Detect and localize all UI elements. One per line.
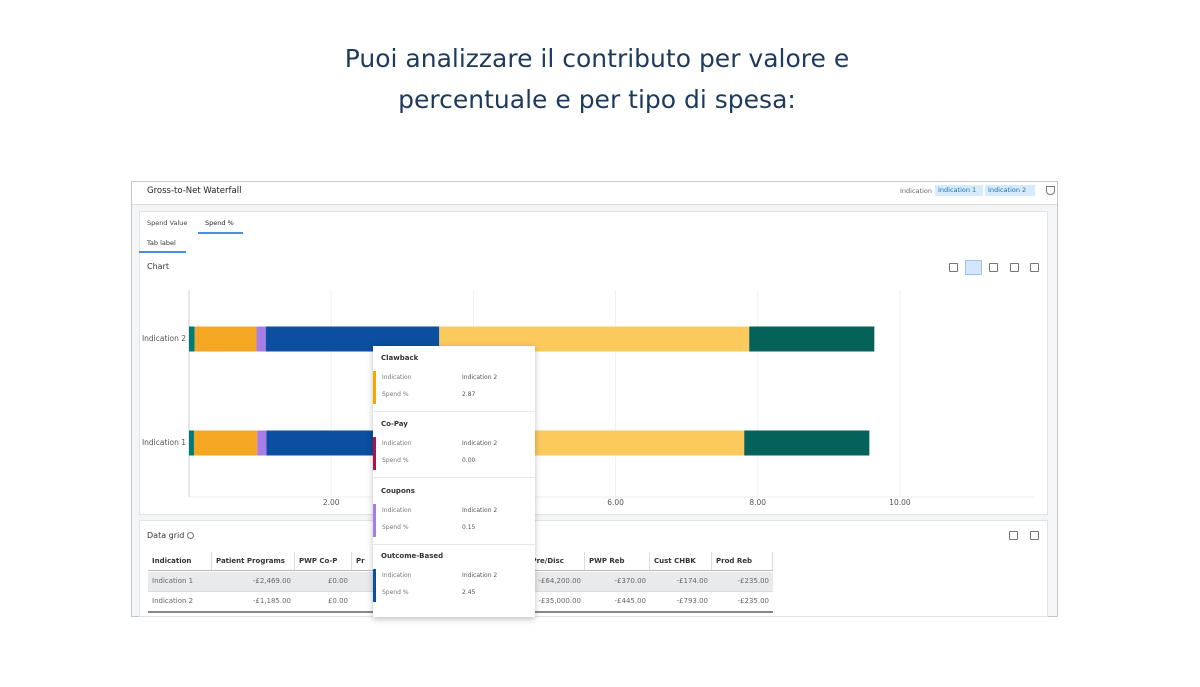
tooltip-key: Indication: [382, 440, 412, 447]
toolbar-icon[interactable]: [989, 263, 998, 272]
y-tick-label: Indication 1: [142, 438, 186, 447]
column-header: d Pre/Disc: [520, 552, 585, 570]
tooltip-value: 0.15: [462, 524, 476, 531]
x-tick-label: 2.00: [323, 498, 340, 507]
toolbar-icon[interactable]: [1030, 263, 1039, 272]
bar-segment: [189, 430, 194, 456]
tooltip-key: Indication: [382, 374, 412, 381]
table-cell: -£370.00: [614, 577, 646, 585]
table-cell: -£64,200.00: [538, 577, 581, 585]
tab[interactable]: Spend %: [205, 219, 234, 227]
column-header: Cust CHBK: [650, 552, 712, 570]
tooltip: Clawback Indication Indication 2 Spend % 2.8…: [373, 346, 535, 617]
tooltip-color-bar: [373, 371, 376, 404]
tooltip-separator: [373, 411, 535, 412]
x-tick-label: 8.00: [749, 498, 766, 507]
tooltip-value: Indication 2: [462, 572, 498, 579]
toolbar-icon-active[interactable]: [965, 260, 982, 275]
tooltip-separator: [373, 477, 535, 478]
column-header: PWP Reb: [585, 552, 650, 570]
table-cell: £0.00: [327, 577, 348, 585]
grid-icon[interactable]: [1030, 531, 1039, 540]
tooltip-color-bar: [373, 504, 376, 537]
tab-underline: [198, 232, 243, 234]
bar-segment: [256, 326, 266, 352]
heading-line: Puoi analizzare il contributo per valore…: [344, 44, 850, 73]
bar-segment: [194, 326, 257, 352]
table-cell: -£1,185.00: [252, 597, 291, 605]
table-cell: -£35,000.00: [538, 597, 581, 605]
bar-segment: [193, 430, 258, 456]
tooltip-color-bar: [373, 437, 376, 470]
table-cell: £0.00: [327, 597, 348, 605]
column-header: PWP Co-P: [295, 552, 352, 570]
tooltip-key: Spend %: [382, 589, 409, 596]
x-tick-label: 6.00: [607, 498, 624, 507]
bar-segment: [257, 430, 267, 456]
table-cell: -£235.00: [737, 597, 769, 605]
tooltip-key: Indication: [382, 507, 412, 514]
tooltip-value: 0.00: [462, 457, 476, 464]
bar-segment: [744, 430, 870, 456]
filter-chip[interactable]: Indication 1: [935, 185, 983, 196]
column-header: Patient Programs: [212, 552, 295, 570]
tooltip-key: Spend %: [382, 457, 409, 464]
heading-line: percentuale e per tipo di spesa:: [398, 85, 796, 114]
tooltip-separator: [373, 544, 535, 545]
table-cell: -£445.00: [614, 597, 646, 605]
table-cell: -£793.00: [676, 597, 708, 605]
tooltip-value: Indication 2: [462, 374, 498, 381]
tooltip-value: 2.87: [462, 391, 476, 398]
toolbar-icon[interactable]: [949, 263, 958, 272]
grid-icon[interactable]: [1009, 531, 1018, 540]
tooltip-title: Coupons: [381, 487, 415, 495]
table-cell: Indication 2: [152, 597, 194, 605]
chart-panel: [139, 211, 1048, 515]
chart-label: Chart: [147, 262, 169, 271]
table-cell: Indication 1: [152, 577, 194, 585]
tooltip-value: Indication 2: [462, 507, 498, 514]
filter-label: Indication: [900, 187, 932, 195]
column-header: Indication: [148, 552, 212, 570]
subtab[interactable]: Tab label: [147, 239, 176, 247]
info-icon[interactable]: [187, 532, 194, 539]
table-cell: -£2,469.00: [252, 577, 291, 585]
tooltip-key: Spend %: [382, 391, 409, 398]
tooltip-key: Indication: [382, 572, 412, 579]
column-header: Prod Reb: [712, 552, 773, 570]
x-tick-label: 10.00: [889, 498, 911, 507]
grid-label: Data grid: [147, 531, 185, 540]
tooltip-title: Co-Pay: [381, 420, 408, 428]
table-cell: -£174.00: [676, 577, 708, 585]
tab[interactable]: Spend Value: [147, 219, 188, 227]
y-tick-label: Indication 2: [142, 334, 186, 343]
tooltip-key: Spend %: [382, 524, 409, 531]
filter-icon[interactable]: [1046, 186, 1055, 195]
tooltip-title: Clawback: [381, 354, 419, 362]
app-title: Gross-to-Net Waterfall: [147, 186, 242, 196]
tooltip-title: Outcome-Based: [381, 552, 444, 560]
tooltip-color-bar: [373, 569, 376, 602]
tooltip-value: Indication 2: [462, 440, 498, 447]
subtab-underline: [139, 251, 186, 253]
tooltip-value: 2.45: [462, 589, 476, 596]
filter-chip[interactable]: Indication 2: [985, 185, 1035, 196]
app-header: [132, 182, 1057, 205]
bar-segment: [189, 326, 195, 352]
table-cell: -£235.00: [737, 577, 769, 585]
toolbar-icon[interactable]: [1010, 263, 1019, 272]
bar-segment: [749, 326, 875, 352]
